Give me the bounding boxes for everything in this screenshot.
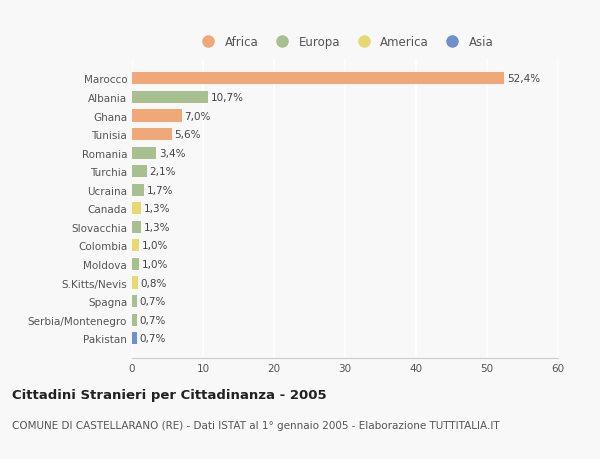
Bar [132,203,141,215]
Text: 0,7%: 0,7% [140,297,166,307]
Bar [132,166,147,178]
Text: 3,4%: 3,4% [159,148,185,158]
Text: 1,0%: 1,0% [142,259,169,269]
Text: 7,0%: 7,0% [185,111,211,121]
Legend: Africa, Europa, America, Asia: Africa, Europa, America, Asia [196,36,494,49]
Bar [132,185,144,196]
Text: 1,7%: 1,7% [147,185,173,196]
Bar [132,258,139,270]
Text: COMUNE DI CASTELLARANO (RE) - Dati ISTAT al 1° gennaio 2005 - Elaborazione TUTTI: COMUNE DI CASTELLARANO (RE) - Dati ISTAT… [12,420,500,430]
Bar [132,332,137,344]
Text: 10,7%: 10,7% [211,93,244,103]
Text: 52,4%: 52,4% [507,74,540,84]
Text: 0,7%: 0,7% [140,333,166,343]
Bar [132,240,139,252]
Text: 0,7%: 0,7% [140,315,166,325]
Text: 5,6%: 5,6% [175,130,201,140]
Text: Cittadini Stranieri per Cittadinanza - 2005: Cittadini Stranieri per Cittadinanza - 2… [12,388,326,401]
Text: 0,8%: 0,8% [140,278,167,288]
Bar [132,314,137,326]
Bar [132,221,141,233]
Text: 1,3%: 1,3% [144,204,170,214]
Text: 2,1%: 2,1% [150,167,176,177]
Bar [132,92,208,104]
Bar [132,277,137,289]
Bar [132,147,156,159]
Bar [132,73,504,85]
Bar [132,110,182,122]
Bar [132,129,172,141]
Bar [132,296,137,308]
Text: 1,3%: 1,3% [144,222,170,232]
Text: 1,0%: 1,0% [142,241,169,251]
